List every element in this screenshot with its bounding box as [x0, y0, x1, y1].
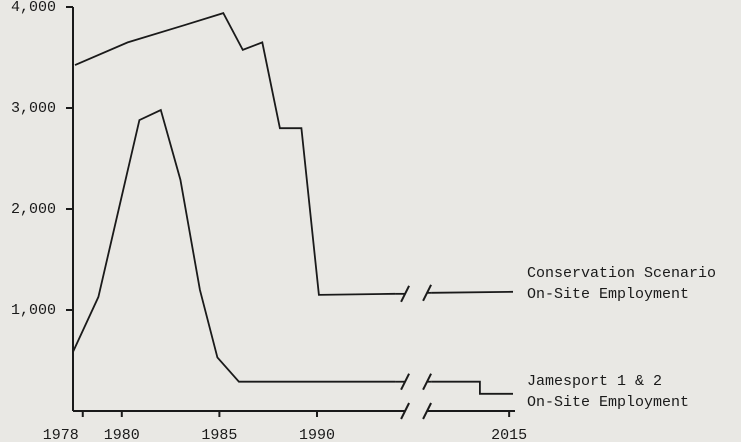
- y-tick-label: 1,000: [11, 302, 56, 319]
- break-mark: [422, 402, 432, 420]
- series-line: [72, 108, 513, 395]
- y-tick-label: 4,000: [11, 0, 56, 16]
- series-label: Jamesport 1 & 2: [527, 373, 662, 390]
- y-tick-label: 3,000: [11, 100, 56, 117]
- break-mark: [400, 402, 410, 420]
- series-label: Conservation Scenario: [527, 265, 716, 282]
- x-tick-label: 1978: [43, 427, 79, 442]
- x-tick-label: 1990: [299, 427, 335, 442]
- x-tick-label: 2015: [491, 427, 527, 442]
- series-line: [74, 12, 514, 296]
- y-tick-label: 2,000: [11, 201, 56, 218]
- break-mark: [422, 373, 432, 391]
- break-mark: [400, 373, 410, 391]
- series-label: On-Site Employment: [527, 286, 689, 303]
- break-mark: [422, 284, 432, 302]
- x-tick-label: 1985: [201, 427, 237, 442]
- x-tick-label: 1980: [104, 427, 140, 442]
- break-mark: [400, 285, 410, 303]
- series-label: On-Site Employment: [527, 394, 689, 411]
